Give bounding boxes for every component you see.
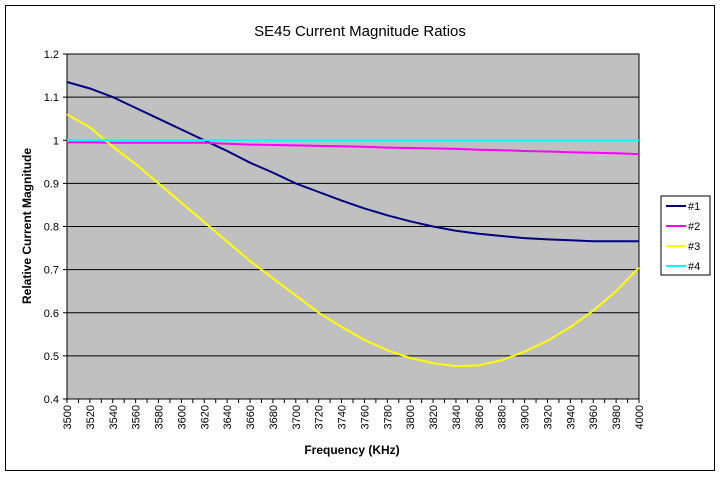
x-tick-label: 3700 — [291, 405, 303, 429]
x-tick-label: 3980 — [611, 405, 623, 429]
series-line-2 — [67, 141, 640, 156]
y-tick-label: 0.6 — [44, 308, 59, 320]
x-tick-label: 3660 — [245, 405, 257, 429]
series-line-1 — [66, 81, 639, 243]
x-tick-label: 3720 — [314, 405, 326, 429]
y-tick-label: 0.9 — [44, 178, 59, 190]
x-tick-label: 3520 — [85, 405, 97, 429]
x-tick-label: 3900 — [520, 405, 532, 429]
x-tick-label: 3740 — [337, 405, 349, 429]
y-tick-label: 0.7 — [44, 265, 59, 277]
x-tick-label: 3860 — [474, 405, 486, 429]
chart-frame — [5, 5, 715, 471]
series-line-3 — [66, 113, 640, 368]
legend-label-1: #1 — [688, 201, 700, 213]
y-tick-label: 0.4 — [44, 394, 59, 406]
legend-box — [660, 195, 711, 276]
x-tick-label: 3600 — [176, 405, 188, 429]
x-tick-label: 3920 — [542, 405, 554, 429]
x-tick-label: 3680 — [268, 405, 280, 429]
y-tick-label: 1.1 — [44, 92, 59, 104]
x-tick-label: 3780 — [382, 405, 394, 429]
x-tick-label: 3640 — [222, 405, 234, 429]
x-tick-label: 3760 — [359, 405, 371, 429]
x-tick-label: 3880 — [497, 405, 509, 429]
y-tick-label: 0.5 — [44, 351, 59, 363]
x-tick-label: 3560 — [131, 405, 143, 429]
y-tick-label: 1 — [53, 135, 59, 147]
x-tick-label: 3580 — [154, 405, 166, 429]
y-axis-label: Relative Current Magnitude — [20, 148, 34, 304]
x-tick-label: 3800 — [405, 405, 417, 429]
x-tick-label: 3500 — [62, 405, 74, 429]
x-tick-label: 3960 — [588, 405, 600, 429]
x-tick-label: 3540 — [108, 405, 120, 429]
legend-label-2: #2 — [688, 221, 700, 233]
x-tick-label: 4000 — [634, 405, 646, 429]
legend-label-3: #3 — [688, 241, 700, 253]
legend: #1 #2 #3 #4 — [660, 195, 711, 276]
x-tick-label: 3620 — [199, 405, 211, 429]
x-tick-label: 3820 — [428, 405, 440, 429]
x-tick-label: 3840 — [451, 405, 463, 429]
x-axis-label: Frequency (KHz) — [304, 443, 399, 457]
chart-title: SE45 Current Magnitude Ratios — [254, 23, 466, 40]
y-tick-label: 0.8 — [44, 222, 59, 234]
y-tick-label: 1.2 — [44, 49, 59, 61]
x-tick-label: 3940 — [565, 405, 577, 429]
legend-label-4: #4 — [688, 261, 700, 273]
